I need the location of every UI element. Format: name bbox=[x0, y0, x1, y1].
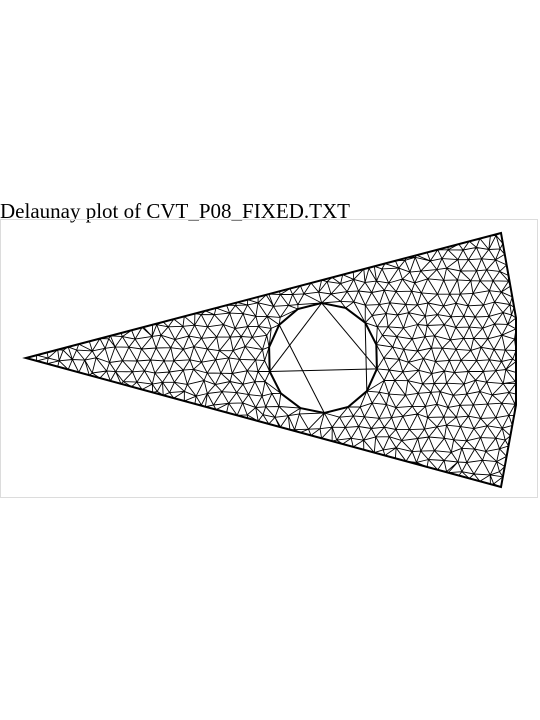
hole-chord bbox=[364, 322, 368, 392]
hole-chord bbox=[278, 324, 325, 414]
hole-chord bbox=[321, 302, 378, 370]
hole-chord bbox=[269, 302, 323, 372]
hole-chord bbox=[269, 368, 377, 373]
domain-boundary bbox=[22, 231, 517, 489]
hole-boundary bbox=[268, 301, 378, 415]
triangle-edges bbox=[25, 232, 517, 488]
plot-frame bbox=[0, 219, 538, 498]
